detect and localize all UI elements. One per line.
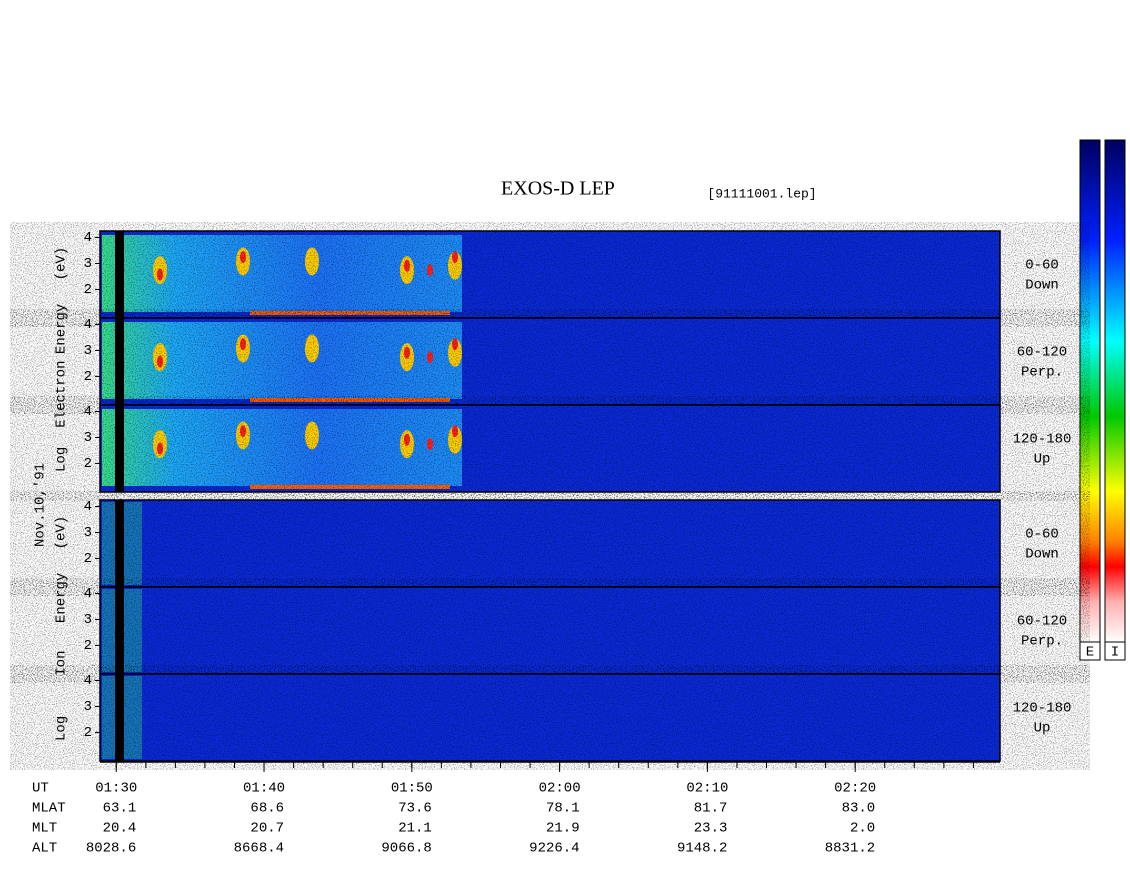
row-value: 20.7	[250, 821, 284, 837]
row-value: 81.7	[694, 801, 728, 817]
panel-label: Up	[1034, 721, 1051, 737]
panel-label: 120-180	[1013, 701, 1072, 717]
row-value: 21.9	[546, 821, 580, 837]
y-tick-label: 4	[84, 499, 92, 515]
row-name: ALT	[32, 841, 57, 857]
row-value: 83.0	[842, 801, 876, 817]
y-tick-label: 2	[84, 282, 92, 298]
y-tick-label: 3	[84, 612, 92, 628]
y-tick-label: 2	[84, 638, 92, 654]
y-tick-label: 4	[84, 673, 92, 689]
colorbar	[1079, 139, 1101, 643]
x-tick-label: 01:50	[391, 781, 433, 797]
x-tick-label: 02:10	[686, 781, 728, 797]
row-value: 9148.2	[677, 841, 727, 857]
panel-label: Perp.	[1021, 634, 1063, 650]
y-axis-label: Electron	[54, 361, 70, 428]
data-gap	[115, 587, 124, 674]
row-value: 73.6	[398, 801, 432, 817]
panel-label: Up	[1034, 452, 1051, 468]
colorbar	[1104, 139, 1126, 643]
y-tick-label: 2	[84, 456, 92, 472]
row-value: 8668.4	[234, 841, 284, 857]
y-tick-label: 3	[84, 256, 92, 272]
panel-noise	[100, 318, 1000, 405]
row-value: 20.4	[103, 821, 137, 837]
panel-noise	[100, 405, 1000, 492]
panel-noise	[100, 231, 1000, 318]
panel-label: 120-180	[1013, 432, 1072, 448]
x-tick-label: 02:20	[834, 781, 876, 797]
y-tick-label: 3	[84, 430, 92, 446]
row-name: UT	[32, 781, 49, 797]
y-axis-label: Ion	[54, 651, 70, 676]
y-axis-label: (eV)	[54, 247, 70, 281]
y-axis-label: Energy	[54, 304, 70, 354]
x-tick-label: 02:00	[539, 781, 581, 797]
panel-frame	[99, 404, 1001, 493]
row-value: 8028.6	[86, 841, 136, 857]
y-axis-label: Energy	[54, 573, 70, 623]
row-value: 9226.4	[529, 841, 579, 857]
panel-noise	[100, 500, 1000, 587]
y-tick-label: 4	[84, 586, 92, 602]
y-tick-label: 2	[84, 369, 92, 385]
date-label: Nov.10,'91	[33, 463, 49, 547]
panel-label: 60-120	[1017, 614, 1067, 630]
data-gap	[115, 318, 124, 405]
colorbar-label-box	[1079, 641, 1101, 661]
x-tick-label: 01:40	[243, 781, 285, 797]
y-axis-label: (eV)	[54, 516, 70, 550]
y-tick-label: 4	[84, 317, 92, 333]
panel-label: 0-60	[1025, 527, 1059, 543]
y-tick-label: 3	[84, 699, 92, 715]
row-value: 21.1	[398, 821, 432, 837]
y-axis-label: Log	[54, 447, 70, 472]
data-gap	[115, 500, 124, 587]
panel-label: Down	[1025, 547, 1059, 563]
panel-label: Perp.	[1021, 365, 1063, 381]
data-gap	[115, 231, 124, 318]
title: EXOS-D LEP	[501, 178, 615, 200]
data-gap	[115, 674, 124, 761]
panel-noise	[100, 587, 1000, 674]
row-value: 68.6	[250, 801, 284, 817]
panel-label: Down	[1025, 278, 1059, 294]
x-tick-label: 01:30	[95, 781, 137, 797]
colorbar-label-box	[1104, 641, 1126, 661]
y-tick-label: 4	[84, 230, 92, 246]
row-name: MLAT	[32, 801, 66, 817]
row-name: MLT	[32, 821, 57, 837]
data-gap	[115, 405, 124, 492]
panel-noise	[100, 674, 1000, 761]
colorbar-label: I	[1111, 645, 1119, 661]
panel-frame	[99, 673, 1001, 762]
y-tick-label: 4	[84, 404, 92, 420]
row-value: 78.1	[546, 801, 580, 817]
panel-label: 0-60	[1025, 258, 1059, 274]
y-tick-label: 2	[84, 725, 92, 741]
file-name: [91111001.lep]	[707, 186, 816, 201]
row-value: 8831.2	[825, 841, 875, 857]
y-tick-label: 3	[84, 525, 92, 541]
row-value: 2.0	[850, 821, 875, 837]
row-value: 63.1	[103, 801, 137, 817]
panel-label: 60-120	[1017, 345, 1067, 361]
y-tick-label: 2	[84, 551, 92, 567]
y-axis-label: Log	[54, 716, 70, 741]
y-tick-label: 3	[84, 343, 92, 359]
row-value: 9066.8	[381, 841, 431, 857]
colorbar-label: E	[1086, 645, 1094, 661]
row-value: 23.3	[694, 821, 728, 837]
